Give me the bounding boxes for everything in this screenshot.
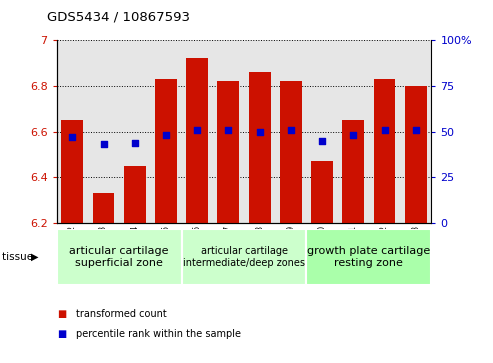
Text: articular cartilage
intermediate/deep zones: articular cartilage intermediate/deep zo… [183, 246, 305, 268]
Bar [244, 40, 275, 223]
Text: transformed count: transformed count [76, 309, 167, 319]
Point [224, 127, 232, 132]
Point [193, 127, 201, 132]
Point [256, 129, 264, 135]
Bar [119, 40, 150, 223]
Point [131, 140, 139, 146]
Bar [155, 79, 177, 223]
Bar [93, 193, 114, 223]
Bar [280, 81, 302, 223]
Bar [217, 81, 240, 223]
Text: articular cartilage
superficial zone: articular cartilage superficial zone [70, 246, 169, 268]
Bar [181, 40, 213, 223]
Bar [405, 86, 427, 223]
Bar [311, 162, 333, 223]
Text: ▶: ▶ [31, 252, 38, 262]
Point [287, 127, 295, 132]
Bar [61, 120, 83, 223]
Point [69, 134, 76, 140]
Bar [124, 166, 145, 223]
Bar [57, 229, 181, 285]
Bar [400, 40, 431, 223]
Text: ■: ■ [57, 309, 66, 319]
Bar [57, 40, 88, 223]
Bar [249, 72, 271, 223]
Bar [186, 58, 208, 223]
Bar [213, 40, 244, 223]
Point [100, 142, 107, 147]
Bar [88, 40, 119, 223]
Text: GDS5434 / 10867593: GDS5434 / 10867593 [47, 11, 190, 24]
Bar [307, 229, 431, 285]
Bar [181, 229, 307, 285]
Point [381, 127, 388, 132]
Bar [307, 40, 338, 223]
Bar [369, 40, 400, 223]
Text: tissue: tissue [2, 252, 37, 262]
Point [162, 132, 170, 138]
Bar [338, 40, 369, 223]
Bar [150, 40, 181, 223]
Bar [275, 40, 307, 223]
Bar [342, 120, 364, 223]
Point [350, 132, 357, 138]
Text: growth plate cartilage
resting zone: growth plate cartilage resting zone [307, 246, 430, 268]
Point [412, 127, 420, 132]
Bar [374, 79, 395, 223]
Text: percentile rank within the sample: percentile rank within the sample [76, 329, 242, 339]
Point [318, 138, 326, 144]
Text: ■: ■ [57, 329, 66, 339]
